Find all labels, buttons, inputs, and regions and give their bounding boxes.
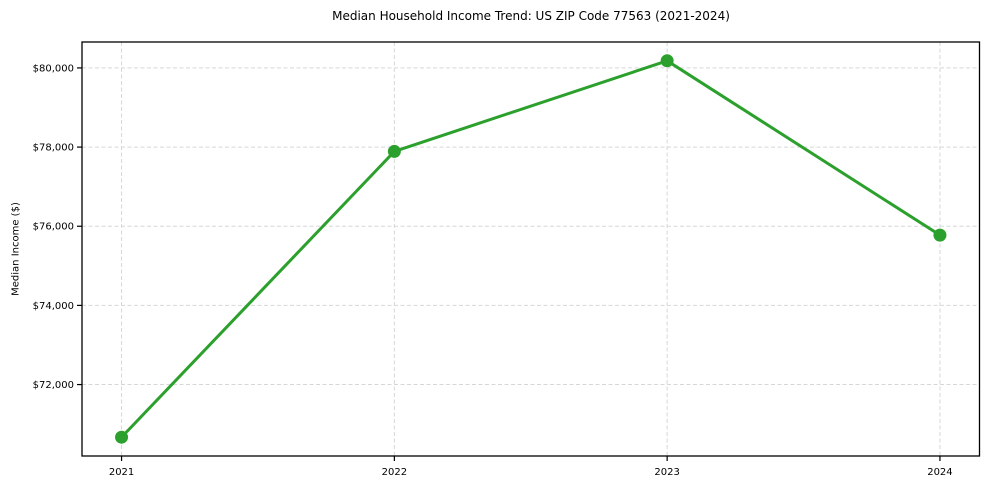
x-tick-label: 2022: [382, 467, 407, 478]
chart-title: Median Household Income Trend: US ZIP Co…: [332, 9, 730, 23]
data-point-marker: [115, 430, 129, 444]
x-tick-label: 2023: [654, 467, 679, 478]
y-tick-label: $78,000: [33, 143, 74, 154]
x-tick-label: 2024: [927, 467, 952, 478]
y-tick-label: $74,000: [33, 301, 74, 312]
trend-line: [120, 59, 942, 439]
y-tick-label: $80,000: [33, 63, 74, 74]
data-point-marker: [660, 54, 674, 68]
data-point-marker: [387, 144, 401, 158]
data-point-marker: [933, 228, 947, 242]
y-tick-label: $72,000: [33, 380, 74, 391]
axes-border: [81, 41, 981, 457]
y-tick-label: $76,000: [33, 222, 74, 233]
x-tick-label: 2021: [109, 467, 134, 478]
